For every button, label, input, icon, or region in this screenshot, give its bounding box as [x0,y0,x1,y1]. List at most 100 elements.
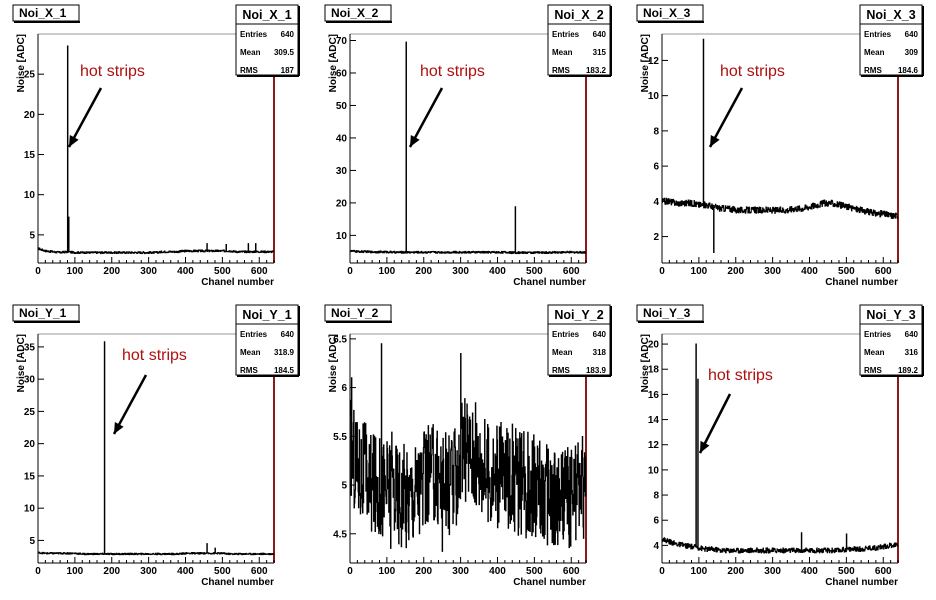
annotation-arrow [708,87,744,148]
annotation-arrow [67,87,103,148]
x-tick-label: 300 [764,266,781,277]
stats-label: RMS [552,66,570,75]
histogram-title: Noi_X_1 [19,6,67,20]
stats-box-title: Noi_Y_1 [242,308,291,322]
y-tick-label: 5.5 [333,432,347,443]
panel-noi-x-1: Noi_X_1 0 100 200 300 400 500 600 5 10 15 20 25 Chane… [0,0,312,300]
annotation-arrow-head [114,421,124,434]
histogram-title-box: Noi_Y_1 [12,304,80,323]
x-axis-label: Chanel number [201,577,274,588]
x-tick-label: 200 [727,566,744,577]
histogram-title: Noi_X_3 [643,6,691,20]
stats-box: Noi_Y_3 Entries 640 Mean 316 RMS 189.2 [859,304,924,377]
x-tick-label: 100 [67,266,84,277]
stats-label: Entries [552,330,580,339]
x-tick-label: 300 [140,266,157,277]
annotation-arrow-head [69,134,79,147]
histogram-title-box: Noi_Y_3 [636,304,704,323]
stats-value: 184.5 [274,366,295,375]
x-axis-label: Chanel number [513,277,586,288]
y-axis-label: Noise [ADC] [640,334,651,392]
stats-label: Mean [864,348,885,357]
stats-value: 183.9 [586,366,607,375]
x-tick-label: 600 [875,266,892,277]
chart-svg: Noi_X_1 0 100 200 300 400 500 600 5 10 15 20 25 Chane… [12,4,300,288]
panel-noi-x-2: Noi_X_2 0 100 200 300 400 500 600 10 20 30 40 50 60 70… [312,0,624,300]
chart-svg: Noi_Y_1 0 100 200 300 400 500 600 5 10 15 20 25 30 35 C… [12,304,300,588]
x-tick-label: 0 [347,566,353,577]
panel-noi-y-2: Noi_Y_2 0 100 200 300 400 500 600 4.5 5 5.5 6 6.5 Cha… [312,300,624,600]
histogram-title: Noi_Y_1 [19,306,67,320]
stats-value: 316 [905,348,919,357]
x-tick-label: 200 [415,566,432,577]
y-tick-label: 8 [653,491,659,502]
y-tick-label: 6.5 [333,334,347,345]
stats-box-title: Noi_X_2 [554,8,603,22]
y-tick-label: 5 [29,230,35,241]
x-axis-label: Chanel number [513,577,586,588]
y-tick-label: 2 [653,232,659,243]
x-tick-label: 0 [659,266,665,277]
chart-svg: Noi_Y_3 0 100 200 300 400 500 600 4 6 8 10 12 14 16 18 2… [636,304,924,588]
y-axis-label: Noise [ADC] [16,34,27,92]
x-tick-label: 600 [251,566,268,577]
stats-value: 315 [593,48,607,57]
y-tick-label: 25 [24,70,36,81]
stats-value: 640 [281,30,295,39]
x-tick-label: 0 [35,266,41,277]
x-tick-label: 500 [214,266,231,277]
x-tick-label: 300 [764,566,781,577]
stats-label: Entries [864,30,892,39]
y-tick-label: 6 [341,383,347,394]
x-tick-label: 0 [347,266,353,277]
hot-strips-annotation: hot strips [420,63,485,80]
y-tick-label: 20 [648,340,660,351]
histogram-title: Noi_Y_2 [331,306,379,320]
stats-value: 640 [905,330,919,339]
panel-noi-y-3: Noi_Y_3 0 100 200 300 400 500 600 4 6 8 10 12 14 16 18 2… [624,300,936,600]
stats-box-title: Noi_Y_2 [554,308,603,322]
stats-label: Mean [552,348,573,357]
stats-value: 640 [281,330,295,339]
y-tick-label: 18 [648,365,660,376]
x-tick-label: 500 [526,266,543,277]
stats-label: Mean [552,48,573,57]
x-tick-label: 600 [251,266,268,277]
x-tick-label: 0 [659,566,665,577]
stats-label: RMS [240,366,258,375]
annotation-arrow [112,374,148,435]
histogram-title-box: Noi_X_2 [324,4,392,23]
hot-strips-annotation: hot strips [708,367,773,384]
x-tick-label: 500 [214,566,231,577]
stats-label: Mean [240,348,261,357]
x-tick-label: 100 [691,566,708,577]
y-tick-label: 10 [648,91,660,102]
histogram-title: Noi_X_2 [331,6,379,20]
stats-box-title: Noi_Y_3 [866,308,915,322]
x-tick-label: 500 [838,266,855,277]
y-tick-label: 6 [653,162,659,173]
stats-value: 309 [905,48,919,57]
y-tick-label: 20 [24,110,36,121]
stats-value: 189.2 [898,366,919,375]
y-tick-label: 20 [336,198,348,209]
chart-svg: Noi_Y_2 0 100 200 300 400 500 600 4.5 5 5.5 6 6.5 Cha… [324,304,612,588]
x-tick-label: 400 [177,266,194,277]
stats-value: 640 [905,30,919,39]
y-axis-label: Noise [ADC] [640,34,651,92]
chart-svg: Noi_X_3 0 100 200 300 400 500 600 2 4 6 8 10 12 Chanel… [636,4,924,288]
panel-noi-x-3: Noi_X_3 0 100 200 300 400 500 600 2 4 6 8 10 12 Chanel… [624,0,936,300]
stats-value: 183.2 [586,66,607,75]
stats-box: Noi_X_3 Entries 640 Mean 309 RMS 184.6 [859,4,924,77]
y-tick-label: 5 [29,536,35,547]
stats-label: Entries [552,30,580,39]
x-tick-label: 400 [489,266,506,277]
y-tick-label: 6 [653,516,659,527]
x-tick-label: 100 [379,266,396,277]
y-tick-label: 10 [648,465,660,476]
y-axis-label: Noise [ADC] [328,34,339,92]
panel-noi-y-1: Noi_Y_1 0 100 200 300 400 500 600 5 10 15 20 25 30 35 C… [0,300,312,600]
x-tick-label: 600 [563,266,580,277]
x-tick-label: 600 [875,566,892,577]
